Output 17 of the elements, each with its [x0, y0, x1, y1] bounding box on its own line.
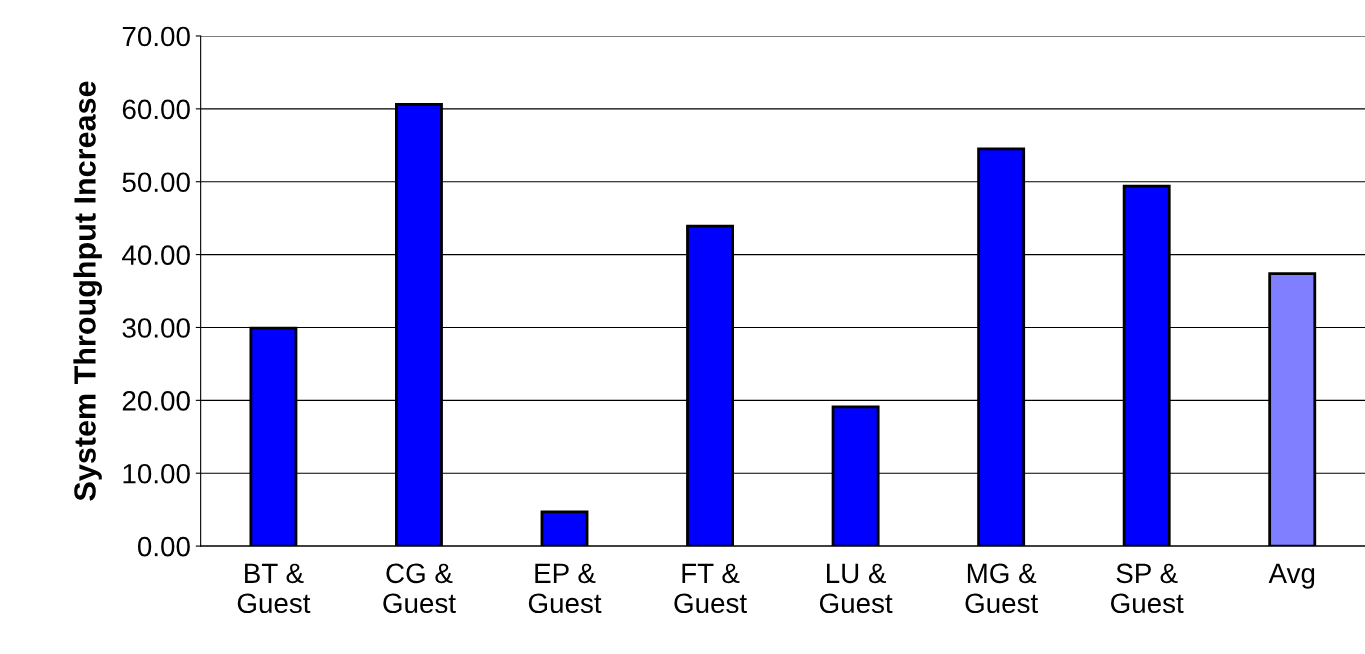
x-tick-label: FT & Guest — [674, 563, 747, 614]
y-tick-label: 60.00 — [122, 99, 190, 120]
y-tick-label: 10.00 — [123, 463, 190, 484]
x-tick-label: SP & Guest — [1111, 563, 1184, 614]
x-tick-label: MG & Guest — [965, 563, 1038, 614]
x-tick-label: BT & Guest — [237, 563, 311, 614]
y-tick-label: 70.00 — [122, 26, 190, 47]
y-tick-label: 40.00 — [122, 245, 190, 265]
x-tick-label: CG & Guest — [383, 563, 456, 614]
x-tick-label: LU & Guest — [819, 563, 893, 614]
x-tick-label: EP & Guest — [528, 563, 602, 614]
y-tick-label: 0.00 — [137, 536, 190, 557]
y-tick-label: 20.00 — [122, 391, 190, 411]
y-axis-title: System Throughput Increase — [73, 81, 102, 501]
y-tick-label: 50.00 — [122, 172, 190, 193]
y-tick-label: 30.00 — [122, 318, 190, 338]
x-tick-label: Avg — [1268, 563, 1315, 589]
